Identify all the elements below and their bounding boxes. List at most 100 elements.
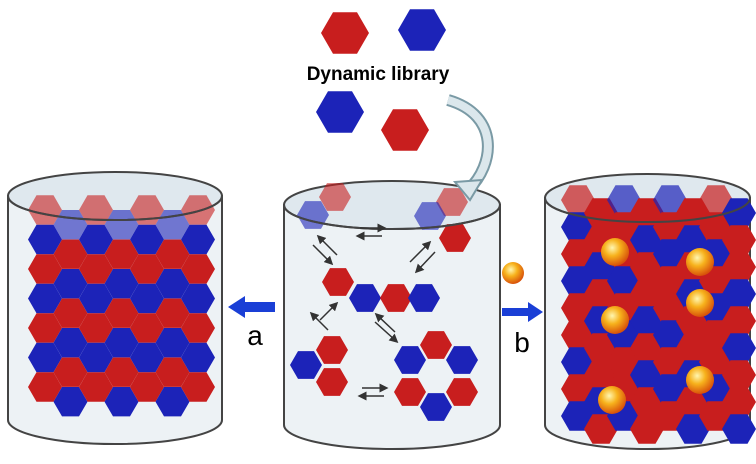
hexagon <box>630 252 664 282</box>
hexagon <box>130 372 164 402</box>
hexagon <box>630 414 664 444</box>
hexagon <box>722 198 756 228</box>
hexagon <box>446 378 478 406</box>
hexagon <box>561 212 595 242</box>
hexagon <box>446 346 478 374</box>
library-label: Dynamic library <box>307 64 450 85</box>
hexagon <box>722 279 756 309</box>
hexagon <box>28 195 62 225</box>
hexagon <box>420 393 452 421</box>
hexagon <box>561 266 595 296</box>
hexagon <box>439 224 471 252</box>
front-layer <box>7 195 751 414</box>
hexagon <box>53 269 88 299</box>
hexagon <box>398 9 446 51</box>
hexagon <box>28 254 62 284</box>
guest-sphere <box>686 289 714 317</box>
hexagon <box>699 320 733 350</box>
guest-sphere <box>598 386 626 414</box>
hexagon <box>28 283 62 314</box>
hexagon <box>79 342 113 373</box>
arrow-a <box>228 296 275 318</box>
hexagon <box>155 357 190 387</box>
hexagon <box>79 195 113 225</box>
guest-sphere <box>601 238 629 266</box>
hexagon <box>722 252 756 282</box>
hexagon <box>699 185 733 215</box>
guest-sphere <box>686 248 714 276</box>
hexagon <box>394 346 426 374</box>
hexagon <box>584 279 618 309</box>
hexagon <box>181 342 215 373</box>
hexagon <box>653 320 687 350</box>
equilibrium-arrow <box>316 234 338 256</box>
hexagon <box>676 414 710 444</box>
hexagon <box>79 283 113 314</box>
hexagon <box>630 225 664 255</box>
hexagon <box>316 91 364 133</box>
hexagon <box>722 333 756 363</box>
hexagon <box>607 185 641 215</box>
hexagon <box>155 298 190 328</box>
hexagon <box>28 224 62 255</box>
equilibrium-arrow <box>374 312 396 333</box>
hexagon <box>630 306 664 336</box>
hexagon <box>722 414 756 444</box>
hexagon <box>607 347 641 377</box>
hexagon <box>181 195 215 225</box>
hexagon <box>653 293 687 323</box>
hexagon <box>79 313 113 343</box>
hexagon <box>79 372 113 402</box>
hexagon <box>28 372 62 402</box>
equilibrium-arrow <box>312 244 334 266</box>
hexagon <box>561 185 595 215</box>
hexagon <box>290 351 322 379</box>
hexagon <box>630 279 664 309</box>
hexagon <box>104 210 139 240</box>
hexagon <box>630 198 664 228</box>
cylinder-rim <box>7 195 223 221</box>
hexagon <box>130 342 164 373</box>
hexagon <box>104 357 139 387</box>
hexagon <box>561 347 595 377</box>
arrow-a-label: a <box>247 320 263 351</box>
hexagon <box>722 360 756 390</box>
guest-sphere <box>686 366 714 394</box>
hexagon <box>699 401 733 431</box>
hexagon <box>607 266 641 296</box>
hexagon <box>676 333 710 363</box>
hexagon <box>630 387 664 417</box>
hexagon <box>53 357 88 387</box>
curved-arrow-head <box>452 178 484 202</box>
hexagon <box>155 269 190 299</box>
hexagon <box>319 183 351 211</box>
hexagon <box>155 328 190 358</box>
hexagon <box>53 298 88 328</box>
equilibrium-arrow <box>319 301 339 321</box>
hexagon <box>722 387 756 417</box>
hexagon <box>584 414 618 444</box>
hexagon <box>104 298 139 328</box>
equilibrium-arrow <box>374 321 399 344</box>
hexagon <box>181 372 215 402</box>
hexagon <box>414 202 446 230</box>
hexagon <box>316 336 348 364</box>
hexagon <box>104 387 139 417</box>
hexagon <box>394 378 426 406</box>
hexagon <box>653 239 687 269</box>
hexagon <box>79 254 113 284</box>
arrow-b-label: b <box>514 327 530 358</box>
hexagon <box>561 401 595 431</box>
equilibrium-arrow <box>309 311 329 331</box>
hexagon <box>561 374 595 404</box>
hexagon <box>630 360 664 390</box>
hexagon <box>297 201 329 229</box>
hexagon <box>561 320 595 350</box>
arrow-b <box>502 302 543 322</box>
hexagon <box>79 224 113 255</box>
hexagon <box>28 342 62 373</box>
hexagon <box>155 239 190 269</box>
hexagon <box>28 313 62 343</box>
hexagon <box>561 239 595 269</box>
